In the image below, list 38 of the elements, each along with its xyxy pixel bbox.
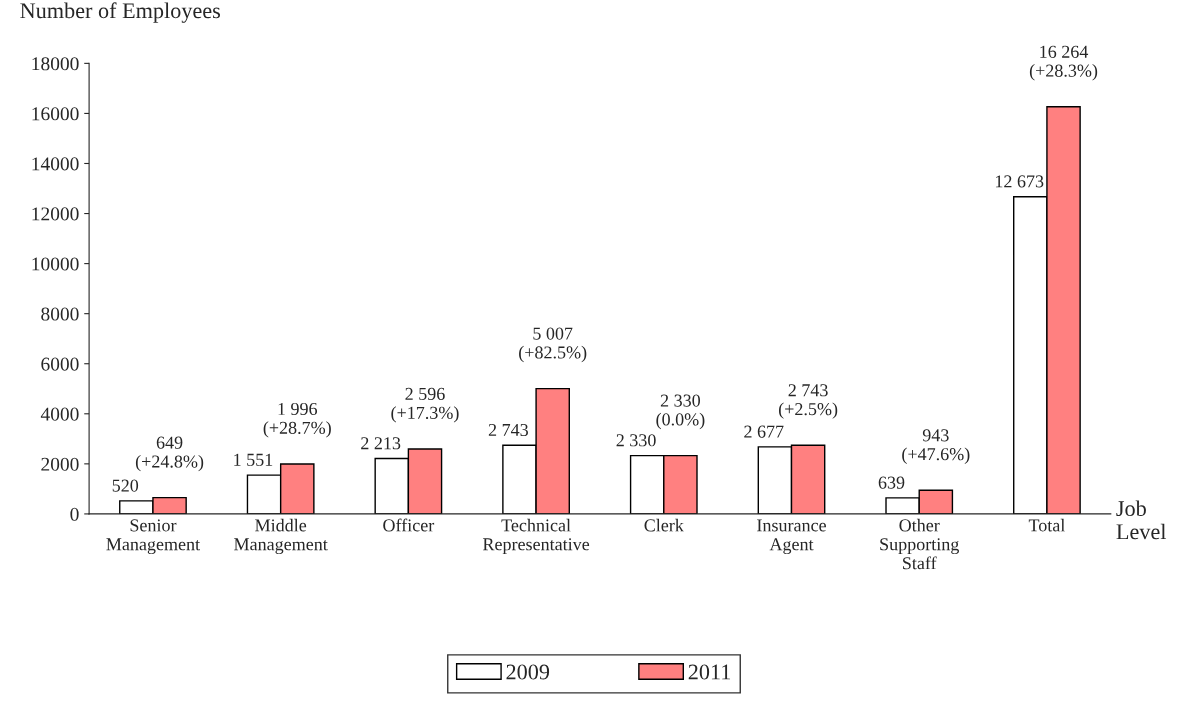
- data-label: 12 673: [995, 175, 1044, 188]
- y-tick-label: 12000: [32, 207, 79, 221]
- data-label: 649 (+24.8%): [135, 436, 204, 472]
- y-tick-label: 18000: [32, 57, 79, 71]
- x-tick-label: Total: [1028, 518, 1065, 532]
- y-tick-label: 6000: [41, 357, 79, 371]
- data-label: 16 264 (+28.3%): [1029, 45, 1098, 81]
- x-tick-label: Other Supporting Staff: [880, 518, 959, 570]
- y-tick-label: 2000: [41, 457, 79, 471]
- y-axis-title: Number of Employees: [20, 2, 220, 23]
- y-tick-label: 4000: [40, 407, 79, 421]
- x-tick-label: Senior Management: [106, 519, 200, 555]
- data-label: 2 743: [488, 423, 528, 437]
- data-label: 2 330 (0.0%): [656, 394, 705, 430]
- y-tick-label: 8000: [41, 307, 79, 321]
- data-label: 639: [878, 476, 905, 489]
- y-tick-label: 16000: [32, 107, 79, 121]
- y-tick-label: 0: [70, 507, 79, 521]
- y-tick-label: 10000: [32, 257, 79, 271]
- legend-label: 2011: [688, 664, 731, 680]
- x-tick-label: Clerk: [644, 518, 684, 532]
- data-label: 2 677: [744, 425, 784, 438]
- data-label: 1 996 (+28.7%): [263, 402, 331, 438]
- x-tick-label: Technical Representative: [482, 518, 590, 555]
- x-axis-title: Job Level: [1116, 500, 1167, 540]
- x-tick-label: Middle Management: [234, 518, 328, 555]
- data-label: 2 743 (+2.5%): [778, 384, 838, 419]
- x-tick-label: Officer: [383, 518, 435, 532]
- data-label: 1 551: [234, 453, 273, 466]
- data-label: 2 596 (+17.3%): [391, 387, 459, 423]
- legend-label: 2009: [506, 664, 550, 680]
- data-label: 5 007 (+82.5%): [519, 327, 587, 363]
- data-label: 2 330: [616, 434, 656, 447]
- data-label: 2 213: [361, 437, 401, 450]
- data-label: 520: [112, 479, 139, 492]
- y-tick-label: 14000: [32, 157, 79, 171]
- data-label: 943 (+47.6%): [902, 429, 970, 464]
- x-tick-label: Insurance Agent: [757, 519, 826, 555]
